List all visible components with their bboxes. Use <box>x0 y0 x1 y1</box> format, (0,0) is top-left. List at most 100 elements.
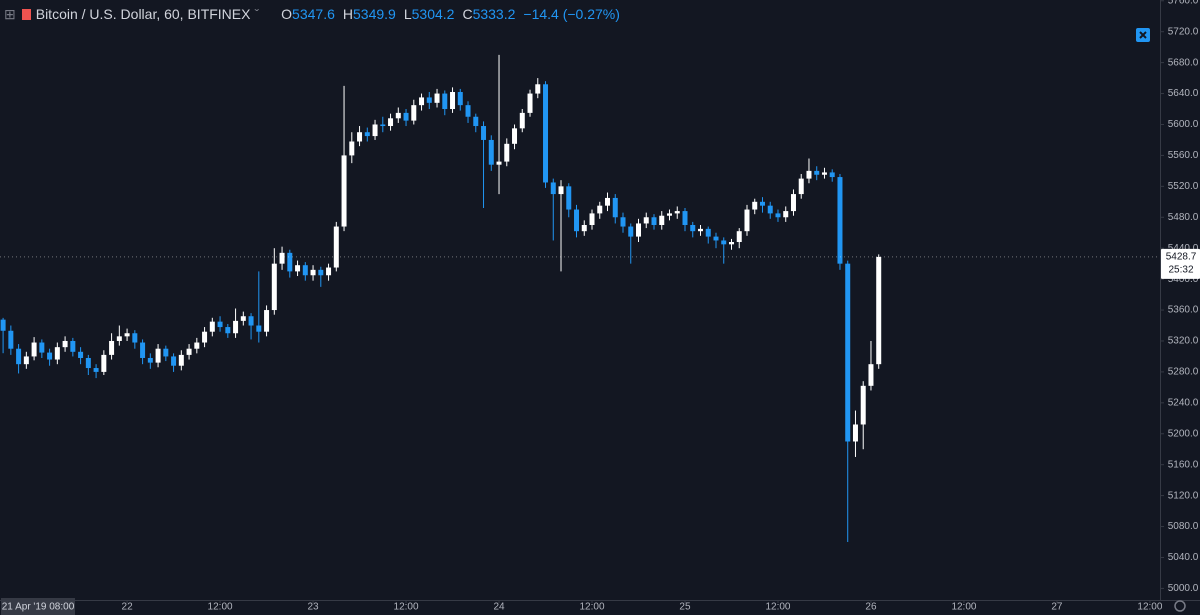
candle-body <box>163 348 169 357</box>
candle-body <box>814 170 820 175</box>
plot <box>0 54 1160 543</box>
candle-body <box>620 217 626 227</box>
x-tick-label: 12:00 <box>579 602 604 613</box>
candle-body <box>465 105 471 117</box>
y-tick-label: 5400.0 <box>1168 274 1199 285</box>
candle-body <box>473 116 479 127</box>
candle-body <box>496 161 502 165</box>
candle-body <box>8 330 14 349</box>
candle-body <box>829 172 835 178</box>
dropdown-icon[interactable]: ˇ <box>254 6 260 22</box>
last-price-label: 5428.7 <box>1166 252 1197 263</box>
candle-body <box>690 225 696 232</box>
gear-icon[interactable] <box>1174 600 1186 612</box>
candle-body <box>705 228 711 237</box>
candle-body <box>326 267 332 276</box>
y-tick-label: 5160.0 <box>1168 459 1199 470</box>
candle-body <box>643 217 649 224</box>
candle-body <box>697 228 703 232</box>
candle-body <box>217 321 223 328</box>
candle-body <box>759 201 765 206</box>
candle-body <box>93 368 99 372</box>
candle-body <box>178 354 184 366</box>
candle-body <box>736 231 742 243</box>
y-tick-label: 5040.0 <box>1168 552 1199 563</box>
y-tick-label: 5760.0 <box>1168 0 1199 6</box>
candle-body <box>295 265 301 272</box>
candle-body <box>434 93 440 103</box>
symbol-icon <box>21 8 31 20</box>
candle-body <box>666 213 672 216</box>
x-tick-label: 12:00 <box>765 602 790 613</box>
candle-body <box>574 209 580 232</box>
candle-body <box>202 331 208 343</box>
y-tick-label: 5680.0 <box>1168 57 1199 68</box>
y-tick-label: 5120.0 <box>1168 490 1199 501</box>
candle-body <box>78 351 84 358</box>
symbol[interactable]: Bitcoin / U.S. Dollar, 60, BITFINEX <box>35 6 251 22</box>
candle-body <box>209 321 215 332</box>
candle-body <box>194 342 200 349</box>
candle-body <box>426 97 432 103</box>
y-tick-label: 5320.0 <box>1168 336 1199 347</box>
candle-body <box>527 93 533 113</box>
candle-body <box>837 177 843 264</box>
y-tick-label: 5720.0 <box>1168 26 1199 37</box>
candle-body <box>287 252 293 272</box>
candle-body <box>713 236 719 241</box>
candle-body <box>512 128 518 144</box>
candle-body <box>380 124 386 127</box>
candle-body <box>318 269 324 276</box>
candle-body <box>101 354 107 372</box>
x-tick-label: 22 <box>122 602 134 613</box>
candle-body <box>744 209 750 232</box>
x-tick-label: 27 <box>1051 602 1063 613</box>
candle-body <box>85 357 91 369</box>
candle-body <box>264 310 270 332</box>
x-tick-label: 23 <box>307 602 319 613</box>
y-tick-label: 5360.0 <box>1168 305 1199 316</box>
candle-body <box>31 342 37 357</box>
crosshair-time-box <box>1 598 75 615</box>
y-tick-label: 5560.0 <box>1168 150 1199 161</box>
candle-body <box>481 126 487 140</box>
y-tick-label: 5640.0 <box>1168 88 1199 99</box>
candle-body <box>16 348 22 365</box>
candle-body <box>395 112 401 119</box>
countdown-label: 25:32 <box>1168 265 1193 276</box>
axes: 5000.0 5040.0 5080.0 5120.0 5160.0 5200.0 5240… <box>122 0 1200 613</box>
collapse-icon[interactable]: ⊞ <box>4 5 16 22</box>
candle-body <box>233 320 239 334</box>
candle-body <box>636 223 642 237</box>
y-tick-label: 5440.0 <box>1168 243 1199 254</box>
y-tick-label: 5600.0 <box>1168 119 1199 130</box>
candle-body <box>597 205 603 214</box>
x-tick-label: 24 <box>493 602 505 613</box>
candle-body <box>852 424 858 442</box>
candle-body <box>659 215 665 225</box>
ohlc-fields: O5347.6 H5349.9 L5304.2 C5333.2 <box>273 6 515 22</box>
candle-body <box>543 84 549 183</box>
candle-body <box>116 336 122 341</box>
candle-body <box>310 269 316 276</box>
candle-body <box>419 97 425 106</box>
candle-body <box>550 182 556 195</box>
candle-body <box>140 342 146 358</box>
change: −14.4 (−0.27%) <box>523 6 620 22</box>
x-tick-label: 12:00 <box>1137 602 1162 613</box>
ohlc-key: C <box>462 6 473 22</box>
candle-body <box>504 143 510 162</box>
candle-body <box>488 139 494 165</box>
candle-body <box>349 141 355 156</box>
ohlc-key: L <box>403 6 412 22</box>
candle-body <box>721 240 727 245</box>
ohlc-value: 5349.9 <box>353 6 396 22</box>
x-tick-label: 12:00 <box>951 602 976 613</box>
candle-body <box>519 112 525 129</box>
candle-body <box>628 226 634 237</box>
candle-body <box>364 132 370 137</box>
candle-body <box>589 213 595 225</box>
candle-body <box>821 172 827 175</box>
legend-header: ⊞ Bitcoin / U.S. Dollar, 60, BITFINEX ˇ … <box>4 4 620 24</box>
